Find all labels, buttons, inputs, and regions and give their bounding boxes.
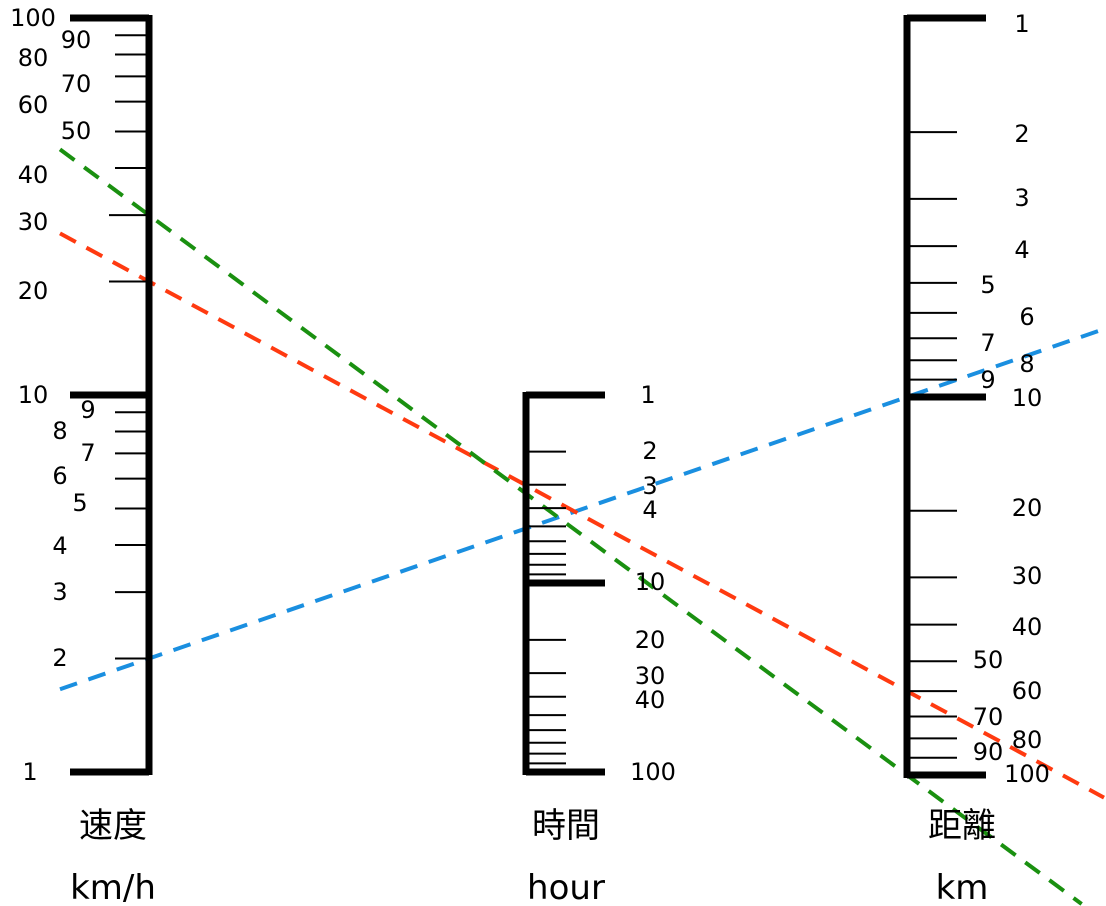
time-tick-label: 40	[635, 686, 666, 714]
distance-tick-label: 60	[1012, 677, 1043, 705]
distance-tick-label: 100	[1004, 760, 1050, 788]
speed-tick-label: 5	[72, 489, 87, 517]
distance-tick-label: 30	[1012, 562, 1043, 590]
time-tick-label: 10	[635, 568, 666, 596]
speed-tick-label: 4	[52, 532, 67, 560]
distance-tick-label: 2	[1014, 120, 1029, 148]
speed-tick-label: 3	[52, 578, 67, 606]
distance-tick-label: 1	[1014, 10, 1029, 38]
speed-tick-label: 90	[61, 26, 92, 54]
distance-tick-label: 80	[1012, 726, 1043, 754]
speed-tick-label: 8	[52, 417, 67, 445]
time-tick-label: 4	[642, 496, 657, 524]
speed-tick-label: 50	[61, 117, 92, 145]
time-axis-unit: hour	[527, 868, 605, 906]
distance-tick-label: 8	[1019, 350, 1034, 378]
distance-axis-unit: km	[936, 868, 989, 906]
speed-tick-label: 2	[52, 644, 67, 672]
distance-tick-label: 70	[973, 703, 1004, 731]
example-lines	[60, 149, 1104, 904]
example-line-1	[60, 329, 1104, 689]
speed-tick-label: 100	[10, 4, 56, 32]
speed-tick-label: 40	[18, 161, 49, 189]
time-tick-label: 1	[640, 381, 655, 409]
speed-tick-label: 80	[18, 44, 49, 72]
distance-tick-label: 10	[1012, 384, 1043, 412]
distance-tick-label: 40	[1012, 613, 1043, 641]
time-axis-title: 時間	[532, 806, 600, 846]
speed-tick-label: 60	[18, 91, 49, 119]
distance-axis-title: 距離	[928, 806, 996, 846]
time-tick-label: 20	[635, 626, 666, 654]
speed-tick-label: 9	[80, 396, 95, 424]
speed-tick-label: 6	[52, 462, 67, 490]
time-tick-label: 2	[642, 437, 657, 465]
distance-tick-label: 7	[980, 329, 995, 357]
distance-tick-label: 20	[1012, 494, 1043, 522]
speed-tick-label: 10	[18, 381, 49, 409]
speed-tick-label: 7	[80, 439, 95, 467]
speed-tick-label: 70	[61, 70, 92, 98]
nomogram-axes: 123456789102030405060708090100速度km/h1234…	[10, 4, 1050, 906]
speed-axis-title: 速度	[79, 806, 147, 846]
speed-tick-label: 1	[22, 758, 37, 786]
distance-tick-label: 4	[1014, 236, 1029, 264]
distance-tick-label: 5	[980, 271, 995, 299]
example-line-2	[60, 233, 1104, 797]
time-tick-label: 100	[630, 758, 676, 786]
distance-tick-label: 6	[1019, 303, 1034, 331]
speed-tick-label: 20	[18, 277, 49, 305]
distance-tick-label: 3	[1014, 184, 1029, 212]
example-line-3	[60, 149, 1082, 904]
distance-tick-label: 9	[980, 366, 995, 394]
distance-tick-label: 50	[973, 646, 1004, 674]
speed-axis-unit: km/h	[70, 868, 156, 906]
distance-tick-label: 90	[973, 738, 1004, 766]
speed-tick-label: 30	[18, 208, 49, 236]
